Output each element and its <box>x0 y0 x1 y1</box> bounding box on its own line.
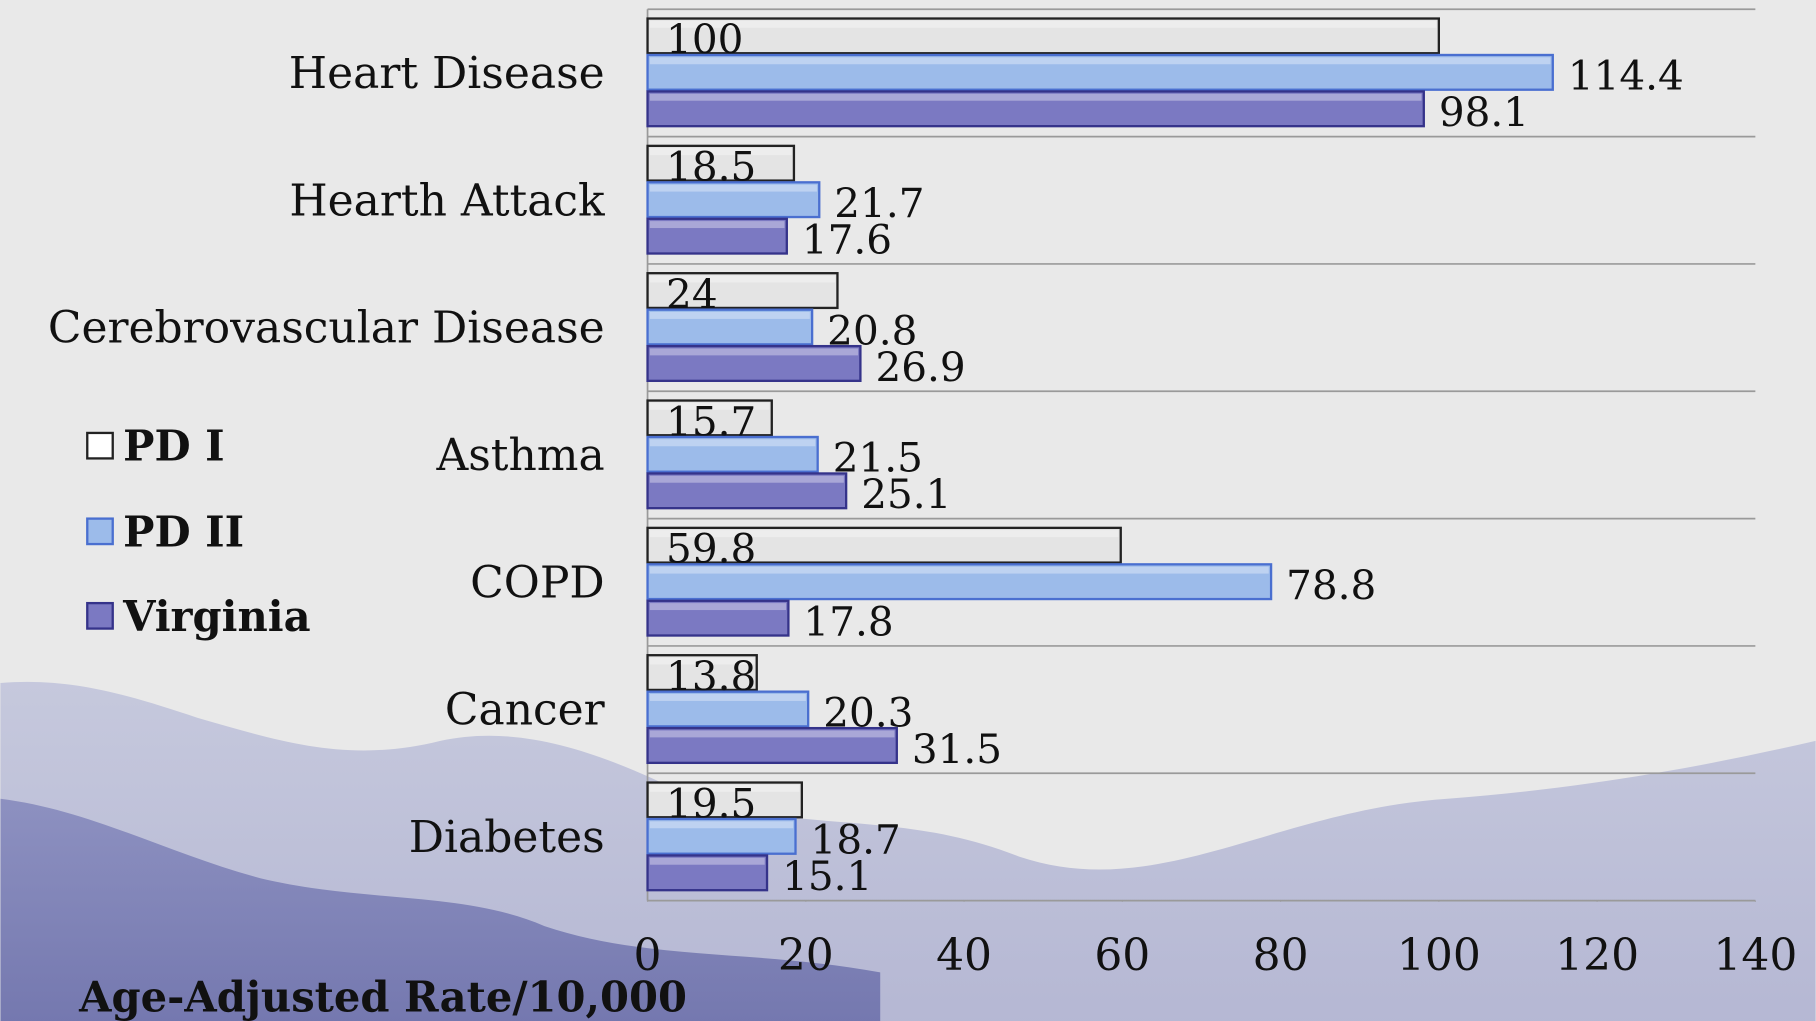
legend-label: PD II <box>123 507 244 556</box>
value-label: 25.1 <box>861 470 951 518</box>
x-tick-label: 60 <box>1094 930 1150 981</box>
x-tick-label: 40 <box>936 930 992 981</box>
category-label: Cerebrovascular Disease <box>48 303 605 354</box>
chart: Age-Adjusted Rate/10,000 0 20 40 60 80 100 120… <box>0 0 1816 1021</box>
value-label: 26.9 <box>875 343 965 391</box>
bar-highlight <box>650 476 844 483</box>
bar-highlight <box>650 221 785 228</box>
bar-highlight <box>650 312 810 319</box>
legend-label: PD I <box>123 422 224 471</box>
category-label: Diabetes <box>409 812 605 863</box>
x-tick-label: 100 <box>1397 930 1481 981</box>
bar-highlight <box>650 21 1437 28</box>
bar-highlight <box>650 603 786 610</box>
bar-highlight <box>650 730 895 737</box>
page: {"chart_data": {"type": "hbar", "categor… <box>0 0 1816 1021</box>
bar-highlight <box>650 694 806 701</box>
bar-highlight <box>650 94 1422 101</box>
value-label: 17.8 <box>803 598 893 646</box>
category-label: Heart Disease <box>289 48 605 99</box>
legend-label: Virginia <box>122 592 310 641</box>
bar-highlight <box>650 57 1551 64</box>
x-axis-title: Age-Adjusted Rate/10,000 <box>78 973 687 1021</box>
legend-swatch <box>87 603 112 628</box>
category-label: Hearth Attack <box>289 175 605 226</box>
value-label: 114.4 <box>1568 52 1684 100</box>
x-tick-label: 20 <box>778 930 834 981</box>
value-label: 31.5 <box>912 725 1002 773</box>
bar-highlight <box>650 185 817 192</box>
value-label: 98.1 <box>1439 88 1529 136</box>
value-label: 78.8 <box>1286 561 1376 609</box>
bar-highlight <box>650 439 815 446</box>
bar-highlight <box>650 348 858 355</box>
x-tick-label: 80 <box>1253 930 1309 981</box>
x-tick-label: 120 <box>1555 930 1639 981</box>
category-label: COPD <box>470 557 605 608</box>
value-label: 17.6 <box>802 216 892 264</box>
x-tick-label: 140 <box>1713 930 1797 981</box>
bar-highlight <box>650 821 793 828</box>
bar-highlight <box>650 567 1269 574</box>
legend-swatch <box>87 433 112 458</box>
category-label: Asthma <box>435 430 604 481</box>
x-tick-label: 0 <box>634 930 662 981</box>
legend-swatch <box>87 519 112 544</box>
value-label: 15.1 <box>782 852 872 900</box>
bar-highlight <box>650 858 765 865</box>
category-label: Cancer <box>445 685 606 736</box>
